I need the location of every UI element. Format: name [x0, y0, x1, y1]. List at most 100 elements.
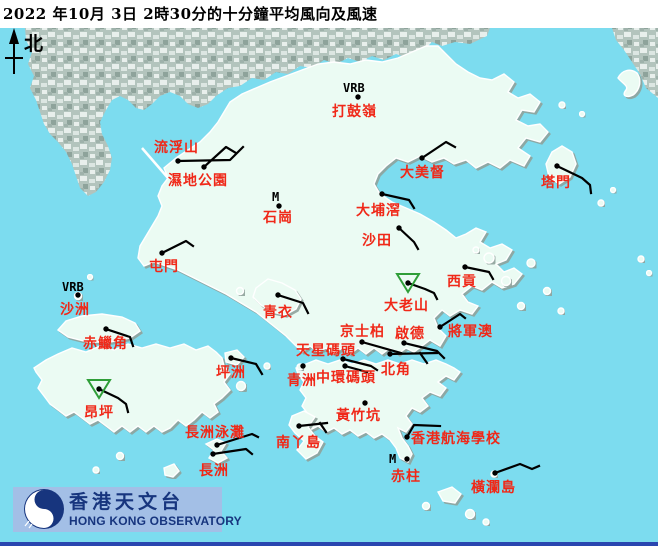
islet: [482, 518, 490, 526]
airport-island: [56, 313, 141, 343]
station-label: 北角: [381, 361, 411, 377]
north-label: 北: [24, 33, 43, 55]
wind-barb: [276, 293, 310, 315]
station-label: 長洲泳灘: [185, 424, 245, 440]
wind-barb: [97, 387, 130, 414]
hko-logo: 香港天文台 HONG KONG OBSERVATORY: [13, 487, 242, 532]
station-dot: [462, 264, 468, 270]
islet: [472, 246, 480, 254]
station-wong-chuk-hang: 黃竹坑: [335, 400, 380, 423]
station-dot: [554, 163, 560, 169]
station-shek-kong: M 石崗: [262, 190, 292, 225]
station-dot: [404, 434, 410, 440]
station-tuen-mun: 屯門: [149, 239, 195, 274]
hko-swirl-icon: [25, 490, 54, 528]
hko-swirl-streaks: [24, 520, 33, 529]
station-label: 大埔滘: [356, 202, 401, 218]
wind-barb: [297, 421, 329, 428]
station-lau-fau-shan: 流浮山: [154, 139, 245, 164]
station-dot: [175, 158, 181, 164]
islet: [464, 508, 476, 520]
station-tap-mun: 塔門: [541, 163, 593, 195]
wind-barb: [343, 364, 369, 374]
wind-barb: [397, 226, 420, 251]
islet: [645, 269, 653, 277]
station-label: 流浮山: [154, 139, 199, 155]
wind-barb: [215, 432, 260, 447]
wind-barb: [380, 192, 416, 210]
wind-barb: [318, 421, 328, 434]
wind-barb: [405, 423, 442, 439]
station-kings-park: 京士柏: [340, 323, 403, 355]
station-kai-tak: 啟德: [395, 325, 446, 360]
station-dot: [300, 363, 306, 369]
station-waglan-island: 橫瀾島: [471, 462, 541, 495]
map-title: 2022 年10月 3日 2時30分的十分鐘平均風向及風速: [3, 5, 378, 23]
station-sai-kung: 西貢: [447, 264, 495, 289]
station-stanley: M 赤柱: [389, 452, 420, 484]
wind-barb: [418, 351, 429, 365]
wind-barb: [388, 351, 439, 356]
station-label: 橫瀾島: [471, 479, 516, 495]
ma-wan: [235, 286, 245, 296]
logo-text-zh: 香港天文台: [68, 490, 184, 513]
islet: [557, 307, 565, 315]
station-dot: [103, 326, 109, 332]
station-sha-chau: VRB 沙洲: [60, 280, 90, 317]
station-dot: [96, 386, 102, 392]
crescent-island: [617, 69, 641, 98]
station-label: 赤鱲角: [83, 335, 128, 351]
station-label: 昂坪: [84, 404, 114, 420]
wind-barb: [104, 327, 135, 348]
lamma-island-shape: [288, 410, 324, 460]
station-dot: [75, 292, 81, 298]
station-label: 坪洲: [216, 364, 246, 380]
wind-barb: [493, 462, 541, 475]
station-tates-cairn: 大老山: [384, 273, 439, 313]
islet: [500, 275, 512, 287]
po-toi-island: [436, 486, 462, 504]
station-star-ferry-pier: 天星碼頭: [296, 342, 379, 372]
station-ngong-ping: 昂坪: [84, 379, 130, 420]
shek-kwu-chau: [163, 463, 180, 478]
station-dot: [210, 451, 216, 457]
station-label: 屯門: [149, 258, 179, 274]
station-central-pier: 中環碼頭: [316, 363, 376, 385]
station-label: 長洲: [199, 462, 229, 478]
station-dot: [201, 164, 207, 170]
station-dot: [340, 356, 346, 362]
station-tai-mei-tuk: 大美督: [400, 140, 457, 180]
islet: [542, 286, 552, 296]
islet: [421, 501, 431, 511]
station-label: 南丫島: [276, 434, 321, 450]
kau-yi-chau: [263, 362, 271, 370]
station-lamma-island: 南丫島: [276, 421, 329, 450]
wind-barb: [176, 145, 245, 163]
station-dot: [359, 339, 365, 345]
station-dot: [387, 351, 393, 357]
station-label: 將軍澳: [448, 323, 493, 339]
wind-barb: [555, 164, 593, 195]
station-label: 中環碼頭: [316, 369, 376, 385]
station-tag: VRB: [62, 280, 84, 294]
station-label: 大美督: [400, 164, 445, 180]
bottom-bar: [0, 542, 658, 546]
islet: [637, 255, 645, 263]
wind-barb: [463, 265, 495, 281]
station-label: 大老山: [384, 297, 429, 313]
station-cheung-chau: 長洲: [199, 447, 254, 478]
mainland-region: [25, 28, 490, 196]
north-arrow: 北: [5, 28, 43, 74]
station-wetland-park: 濕地公園: [168, 145, 238, 188]
islet: [597, 199, 605, 207]
hk-landmasses: [33, 45, 653, 526]
islet: [609, 186, 617, 194]
hei-ling-chau: [235, 380, 247, 392]
station-dot: [159, 250, 165, 256]
station-label: 沙洲: [60, 301, 90, 317]
islet: [558, 101, 566, 109]
station-dot: [396, 225, 402, 231]
